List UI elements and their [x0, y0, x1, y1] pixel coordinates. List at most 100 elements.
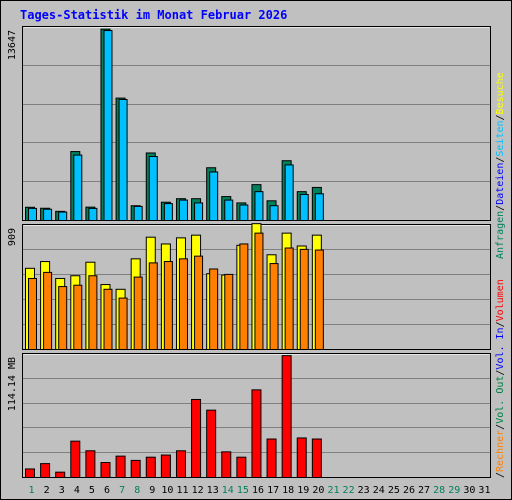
- bar-rechner-day-16: [254, 232, 264, 350]
- x-tick-label: 25: [388, 485, 400, 496]
- legend-entry: Rechner: [495, 430, 506, 472]
- x-tick-label: 5: [89, 485, 95, 496]
- x-tick-label: 13: [207, 485, 219, 496]
- bar-dateien-day-18: [284, 164, 294, 222]
- x-tick-label: 28: [433, 485, 445, 496]
- bar-volumen-day-14: [221, 451, 232, 478]
- y-axis-max-label: 13647: [7, 30, 18, 60]
- x-tick-label: 7: [119, 485, 125, 496]
- bar-rechner-day-1: [28, 277, 37, 350]
- x-tick-label: 11: [176, 485, 188, 496]
- x-tick-label: 3: [59, 485, 65, 496]
- bar-rechner-day-10: [163, 261, 173, 350]
- bar-rechner-day-11: [178, 258, 188, 350]
- legend-entry: Vol. In: [495, 327, 506, 369]
- bar-dateien-day-19: [299, 193, 309, 222]
- legend-entry: Seiten: [495, 120, 506, 156]
- bar-dateien-day-3: [58, 211, 68, 221]
- bar-dateien-day-10: [163, 203, 173, 222]
- bar-dateien-day-4: [73, 154, 83, 221]
- bar-rechner-day-2: [43, 271, 53, 350]
- bar-dateien-day-1: [28, 207, 37, 221]
- x-tick-label: 4: [74, 485, 80, 496]
- x-tick-label: 2: [44, 485, 50, 496]
- x-tick-label: 8: [134, 485, 140, 496]
- bar-volumen-day-3: [55, 471, 66, 479]
- bar-dateien-day-20: [314, 193, 324, 221]
- chart-title: Tages-Statistik im Monat Februar 2026: [20, 8, 287, 22]
- bar-rechner-day-12: [194, 255, 204, 350]
- legend-entry: /: [495, 157, 506, 163]
- bar-dateien-day-7: [118, 99, 128, 221]
- bar-volumen-day-15: [236, 456, 247, 479]
- bar-dateien-day-8: [133, 205, 143, 221]
- x-tick-label: 12: [192, 485, 204, 496]
- bar-rechner-day-3: [58, 286, 68, 350]
- x-tick-label: 20: [312, 485, 324, 496]
- bar-volumen-day-10: [160, 454, 171, 479]
- x-tick-label: 23: [358, 485, 370, 496]
- x-tick-label: 14: [222, 485, 234, 496]
- bar-volumen-day-12: [191, 398, 202, 479]
- bar-rechner-day-6: [103, 288, 113, 351]
- bar-dateien-day-17: [269, 205, 279, 222]
- bar-rechner-day-17: [269, 263, 279, 350]
- bar-dateien-day-14: [224, 199, 234, 222]
- x-tick-label: 17: [267, 485, 279, 496]
- x-tick-label: 29: [448, 485, 460, 496]
- right-legend-middle: /Rechner/Vol. Out/Vol. In/Volumen: [495, 279, 506, 478]
- bar-volumen-day-1: [25, 468, 35, 478]
- bar-rechner-day-7: [118, 297, 128, 351]
- legend-entry: /: [495, 424, 506, 430]
- bar-volumen-day-20: [311, 438, 322, 478]
- x-tick-label: 6: [104, 485, 110, 496]
- bar-rechner-day-18: [284, 247, 294, 350]
- legend-entry: /: [495, 205, 506, 211]
- bar-dateien-day-12: [194, 202, 204, 221]
- bar-volumen-day-17: [266, 438, 277, 478]
- x-tick-label: 22: [343, 485, 355, 496]
- bar-rechner-day-9: [148, 262, 158, 351]
- right-legend-top: Anfragen/Dateien/Seiten/Besuche: [495, 72, 506, 259]
- bar-rechner-day-14: [224, 273, 234, 351]
- x-tick-label: 10: [161, 485, 173, 496]
- bar-volumen-day-16: [251, 389, 262, 478]
- x-tick-label: 9: [149, 485, 155, 496]
- bar-volumen-day-2: [40, 463, 51, 479]
- y-axis-max-label: 114.14 MB: [7, 357, 18, 411]
- bar-volumen-day-11: [175, 450, 186, 479]
- bar-rechner-day-19: [299, 248, 309, 350]
- x-tick-label: 24: [373, 485, 385, 496]
- bar-volumen-day-9: [145, 456, 156, 479]
- x-tick-label: 19: [297, 485, 309, 496]
- x-tick-label: 27: [418, 485, 430, 496]
- y-axis-max-label: 909: [7, 228, 18, 246]
- bar-dateien-day-6: [103, 30, 113, 222]
- x-tick-label: 30: [463, 485, 475, 496]
- bar-volumen-day-7: [115, 455, 126, 478]
- bar-volumen-day-13: [206, 409, 217, 479]
- bar-dateien-day-11: [178, 199, 188, 222]
- x-tick-label: 18: [282, 485, 294, 496]
- bar-volumen-day-4: [70, 440, 81, 478]
- bar-dateien-day-13: [209, 171, 219, 221]
- legend-entry: /: [495, 321, 506, 327]
- bar-dateien-day-16: [254, 191, 264, 221]
- x-tick-label: 21: [327, 485, 339, 496]
- bar-dateien-day-15: [239, 204, 249, 222]
- bar-dateien-day-9: [148, 155, 158, 221]
- legend-entry: /: [495, 370, 506, 376]
- x-tick-label: 31: [478, 485, 490, 496]
- bar-volumen-day-8: [130, 459, 141, 478]
- bar-volumen-day-18: [281, 355, 292, 478]
- legend-entry: /: [495, 472, 506, 478]
- bar-volumen-day-5: [85, 450, 96, 479]
- legend-entry: Besuche: [495, 72, 506, 114]
- bar-rechner-day-4: [73, 284, 83, 350]
- legend-entry: Volumen: [495, 279, 506, 321]
- legend-entry: Vol. Out: [495, 376, 506, 424]
- legend-entry: /: [495, 114, 506, 120]
- bar-rechner-day-13: [209, 268, 219, 350]
